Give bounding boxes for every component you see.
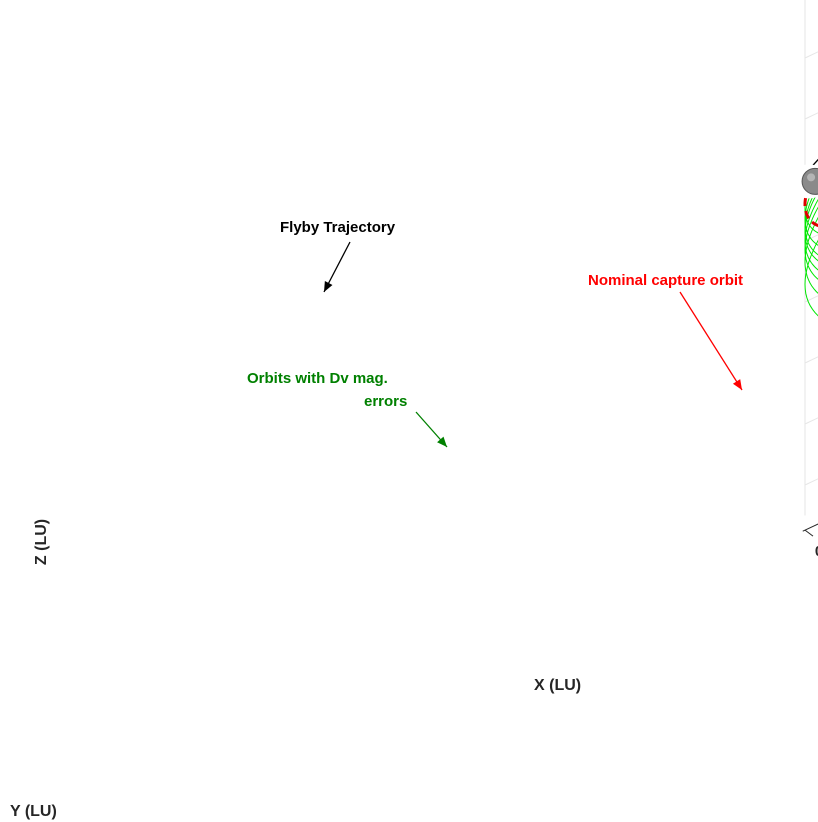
flyby-trajectory-line (804, 158, 818, 175)
annotation-dv-errors-line1: Orbits with Dv mag. (247, 370, 388, 387)
tick-labels: 302520151050-5-60-50-40-30-20-10010-1 (815, 543, 818, 560)
arrow-flyby-head (324, 281, 333, 292)
grid-line-z (804, 51, 818, 59)
z-axis-label: Z (LU) (33, 519, 50, 565)
annotation-arrows (323, 241, 743, 448)
grid-lines (804, 0, 818, 516)
axis-lines (802, 523, 818, 537)
arrow-dv-errors-head (437, 436, 447, 447)
moon-highlight (807, 173, 816, 182)
grid-line-z (804, 295, 818, 303)
x-tick-mark (804, 529, 814, 537)
annotation-nominal: Nominal capture orbit (588, 272, 743, 289)
annotation-dv-errors-line2: errors (364, 393, 407, 410)
x-axis-label: X (LU) (534, 677, 581, 694)
arrow-nominal (679, 291, 743, 391)
arrow-nominal-head (732, 379, 742, 390)
y-axis-label: Y (LU) (10, 803, 57, 820)
x-tick-label: 0 (815, 543, 818, 560)
central-body (789, 164, 818, 199)
grid-line-z (804, 478, 818, 486)
annotation-flyby: Flyby Trajectory (280, 219, 396, 236)
grid-line-z (804, 173, 818, 181)
grid-line-z (804, 112, 818, 120)
